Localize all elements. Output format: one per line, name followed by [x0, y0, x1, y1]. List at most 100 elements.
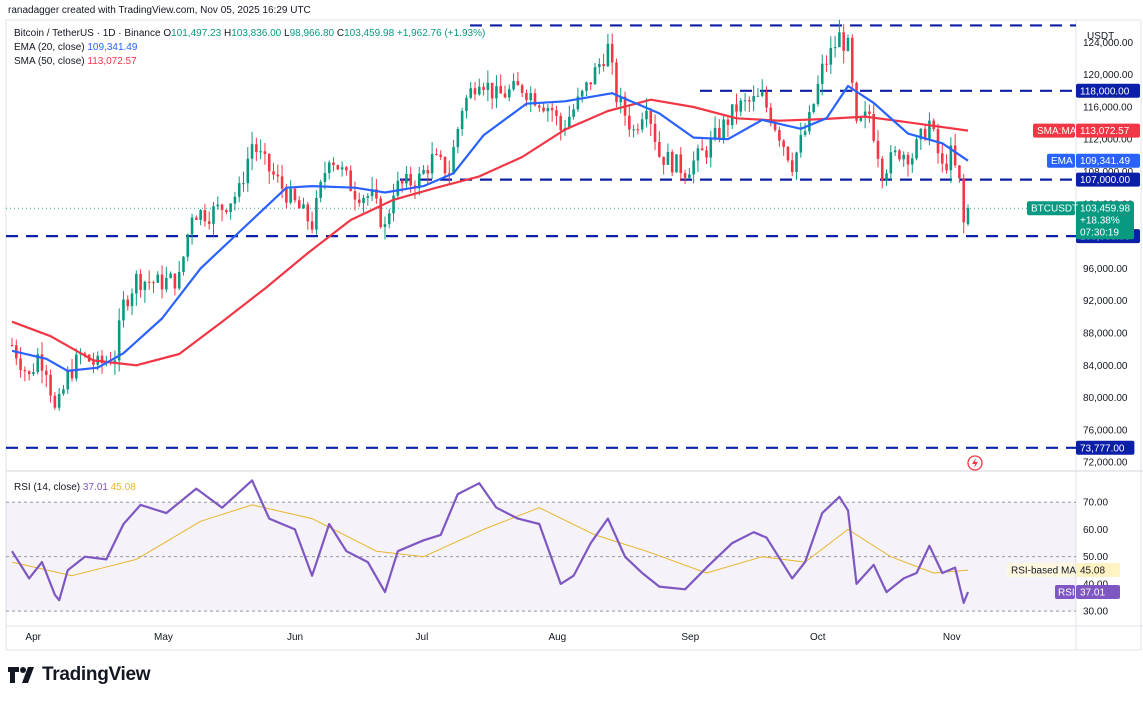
candle-body	[225, 210, 228, 212]
candle-body	[340, 167, 344, 170]
level-tag-bg	[1076, 172, 1140, 187]
candle-body	[546, 108, 550, 112]
candle-body	[289, 188, 292, 203]
candle-body	[576, 96, 580, 110]
rsi-tick-label: 70.00	[1083, 498, 1108, 509]
currency-label: USDT	[1087, 31, 1115, 42]
candle-body	[267, 153, 271, 172]
candle-body	[683, 173, 687, 178]
price-tick-label: 76,000.00	[1083, 425, 1128, 436]
candle-body	[880, 158, 884, 181]
candle-body	[332, 162, 335, 166]
candle-body	[782, 140, 785, 147]
candle-body	[958, 165, 961, 179]
candle-body	[966, 208, 970, 225]
candle-body	[383, 224, 387, 228]
last-price-change: +18.38%	[1080, 216, 1120, 227]
candle-body	[889, 152, 893, 174]
candle-body	[893, 150, 897, 153]
candle-body	[122, 299, 125, 321]
candle-body	[559, 115, 563, 131]
sma-legend: SMA (50, close) 113,072.57	[14, 56, 137, 67]
rsi-pane-tag: RSI	[1058, 588, 1075, 599]
candle-body	[872, 114, 875, 141]
candle-body	[233, 196, 237, 204]
candle-body	[520, 85, 524, 93]
candle-body	[838, 32, 841, 48]
candle-body	[816, 83, 820, 105]
candle-body	[353, 191, 357, 200]
candle-body	[345, 167, 348, 171]
symbol-legend: Bitcoin / TetherUS · 1D · Binance O101,4…	[14, 28, 485, 39]
price-tick-label: 92,000.00	[1083, 296, 1128, 307]
candle-body	[512, 81, 515, 90]
candle-body	[357, 199, 361, 204]
price-tick-label: 84,000.00	[1083, 361, 1128, 372]
candle-body	[435, 154, 438, 156]
candle-body	[868, 111, 871, 115]
price-tick-label: 112,000.00	[1083, 135, 1133, 146]
candle-body	[250, 144, 254, 159]
candle-body	[580, 90, 584, 97]
candle-body	[242, 183, 245, 185]
candle-body	[589, 82, 593, 85]
candle-body	[387, 213, 391, 225]
rsi-tick-label: 60.00	[1083, 525, 1108, 536]
candle-body	[160, 274, 164, 290]
candle-body	[379, 198, 382, 228]
candle-body	[790, 160, 794, 172]
candle-body	[49, 374, 52, 396]
candle-body	[632, 129, 635, 131]
candle-body	[606, 43, 610, 67]
candle-body	[409, 173, 412, 186]
candle-body	[62, 389, 65, 394]
candle-body	[709, 138, 713, 158]
level-tag-bg	[1076, 83, 1140, 98]
rsi-ma-axis-tag-bg	[1076, 563, 1120, 578]
rsi-legend: RSI (14, close) 37.01 45.08	[14, 482, 136, 493]
ema20-line	[11, 84, 969, 372]
candle-body	[640, 119, 644, 130]
candle-body	[628, 115, 631, 130]
ohlc-value: 103,459.98	[344, 28, 397, 39]
candle-body	[10, 345, 14, 347]
candle-body	[700, 148, 704, 151]
candle-body	[306, 204, 310, 222]
candle-body	[285, 188, 288, 203]
candle-body	[186, 234, 190, 257]
candle-body	[572, 109, 575, 117]
candle-body	[212, 206, 215, 224]
candle-body	[439, 154, 442, 157]
candle-body	[310, 221, 314, 230]
candle-body	[199, 210, 202, 220]
candle-body	[203, 210, 207, 222]
candle-body	[443, 156, 447, 174]
candle-body	[945, 163, 948, 171]
candle-body	[135, 273, 138, 294]
tradingview-logo[interactable]: TradingView	[8, 664, 151, 686]
candle-body	[169, 273, 172, 278]
candle-body	[619, 96, 623, 103]
candle-body	[962, 178, 965, 223]
candle-body	[126, 299, 130, 307]
rsi-axis-tag: 37.01	[1080, 588, 1105, 599]
last-price-box	[1076, 201, 1134, 240]
last-price-value: 103,459.98	[1080, 204, 1130, 215]
candle-body	[319, 181, 322, 198]
candle-body	[743, 100, 747, 102]
candle-body	[713, 127, 717, 139]
candle-body	[739, 100, 743, 112]
candle-body	[327, 162, 331, 174]
candle-body	[400, 180, 404, 184]
time-tick-label: Nov	[943, 632, 961, 643]
candle-body	[66, 370, 70, 390]
candle-body	[366, 196, 370, 198]
candle-body	[722, 119, 725, 139]
candle-body	[525, 92, 528, 100]
sma-label: SMA (50, close)	[14, 56, 85, 67]
price-tick-label: 80,000.00	[1083, 393, 1128, 404]
candle-body	[653, 123, 657, 143]
ohlc-key: L	[284, 28, 290, 39]
